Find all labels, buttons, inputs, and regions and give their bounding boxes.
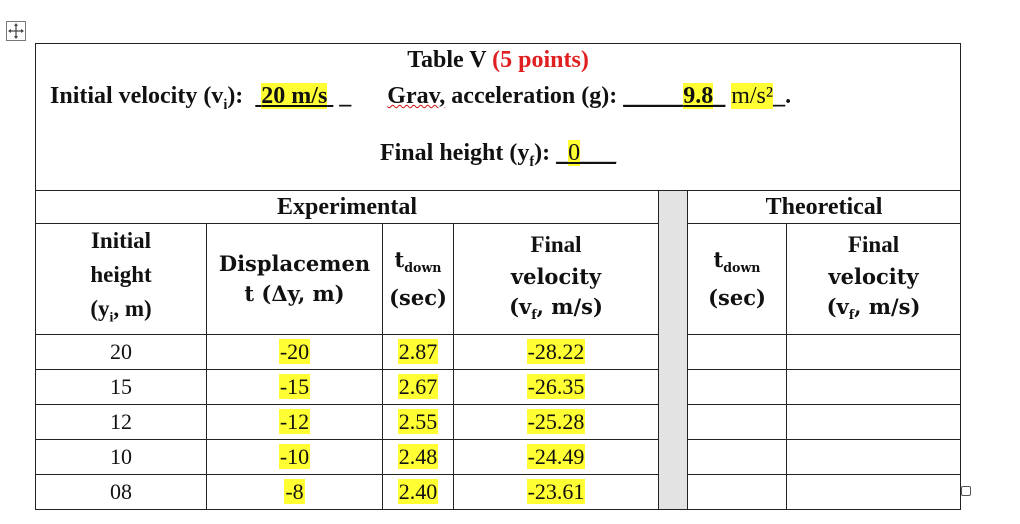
cell-velocity[interactable]: -23.61 xyxy=(453,474,659,511)
cell-tdown[interactable]: 2.48 xyxy=(382,439,454,476)
cell-theoretical-tdown[interactable] xyxy=(687,369,787,406)
cell-height[interactable]: 20 xyxy=(35,334,207,371)
cell-displacement[interactable]: -10 xyxy=(206,439,383,476)
cell-theoretical-velocity[interactable] xyxy=(785,334,962,371)
table-row: 12 -12 2.55 -25.28 xyxy=(35,404,962,441)
initial-velocity-field[interactable]: 20 m/s xyxy=(255,83,333,109)
table-row: 10 -10 2.48 -24.49 xyxy=(35,439,962,476)
theoretical-header: Theoretical xyxy=(686,189,962,224)
cell-height[interactable]: 08 xyxy=(35,474,207,511)
gravity-field[interactable]: _____9.8_ xyxy=(623,83,726,109)
table-title-cell: Table V (5 points) xyxy=(34,43,962,76)
cell-tdown[interactable]: 2.40 xyxy=(382,474,454,511)
gravity-end: _. xyxy=(773,83,792,109)
separator-column xyxy=(658,189,688,511)
col-theoretical-tdown: tdown (sec) xyxy=(687,222,787,336)
table-row: 08 -8 2.40 -23.61 xyxy=(35,474,962,511)
cell-theoretical-tdown[interactable] xyxy=(687,439,787,476)
cell-tdown[interactable]: 2.67 xyxy=(382,369,454,406)
gravity-unit: m/s² xyxy=(731,83,774,109)
col-tdown: tdown (sec) xyxy=(382,222,454,336)
cell-displacement[interactable]: -8 xyxy=(206,474,383,511)
cell-height[interactable]: 15 xyxy=(35,369,207,406)
cell-theoretical-tdown[interactable] xyxy=(687,404,787,441)
final-height-line: Final height (yf): _0___ xyxy=(34,124,962,191)
points-label: (5 points) xyxy=(492,47,589,73)
cell-velocity[interactable]: -25.28 xyxy=(453,404,659,441)
table-v: Table V (5 points) Initial velocity (vi)… xyxy=(34,43,962,511)
final-height-field[interactable]: _0___ xyxy=(556,139,617,166)
gravity-value: 9.8 xyxy=(683,83,714,109)
cell-velocity[interactable]: -28.22 xyxy=(453,334,659,371)
col-initial-height: Initial height (yi, m) xyxy=(35,222,207,336)
cell-tdown[interactable]: 2.55 xyxy=(382,404,454,441)
velocity-gravity-line: Initial velocity (vi): 20 m/s _ Grav, ac… xyxy=(34,76,962,125)
initial-velocity-value: 20 m/s xyxy=(261,83,328,109)
cell-displacement[interactable]: -15 xyxy=(206,369,383,406)
initial-velocity-after: _ xyxy=(339,83,352,109)
move-arrows-icon[interactable] xyxy=(6,21,26,41)
initial-velocity-label: Initial velocity (vi): xyxy=(50,83,244,113)
col-final-velocity: Final velocity (vf, m/s) xyxy=(453,222,659,336)
gravity-label: Grav, acceleration (g): xyxy=(387,83,618,109)
cell-height[interactable]: 12 xyxy=(35,404,207,441)
cell-velocity[interactable]: -26.35 xyxy=(453,369,659,406)
cell-theoretical-tdown[interactable] xyxy=(687,334,787,371)
cell-theoretical-velocity[interactable] xyxy=(785,439,962,476)
cell-theoretical-tdown[interactable] xyxy=(687,474,787,511)
table-row: 20 -20 2.87 -28.22 xyxy=(35,334,962,371)
resize-handle-icon[interactable] xyxy=(961,486,971,496)
cell-displacement[interactable]: -20 xyxy=(206,334,383,371)
cell-tdown[interactable]: 2.87 xyxy=(382,334,454,371)
cell-displacement[interactable]: -12 xyxy=(206,404,383,441)
cell-velocity[interactable]: -24.49 xyxy=(453,439,659,476)
experimental-header: Experimental xyxy=(35,189,659,224)
final-height-value: 0 xyxy=(568,139,581,166)
table-title: Table V xyxy=(407,47,487,73)
cell-height[interactable]: 10 xyxy=(35,439,207,476)
cell-theoretical-velocity[interactable] xyxy=(785,474,962,511)
col-displacement: Displacemen t (Δy, m) xyxy=(206,222,383,336)
final-height-label: Final height (yf): xyxy=(379,139,551,170)
col-theoretical-final-velocity: Final velocity (vf, m/s) xyxy=(785,222,962,336)
table-row: 15 -15 2.67 -26.35 xyxy=(35,369,962,406)
cell-theoretical-velocity[interactable] xyxy=(785,369,962,406)
cell-theoretical-velocity[interactable] xyxy=(785,404,962,441)
